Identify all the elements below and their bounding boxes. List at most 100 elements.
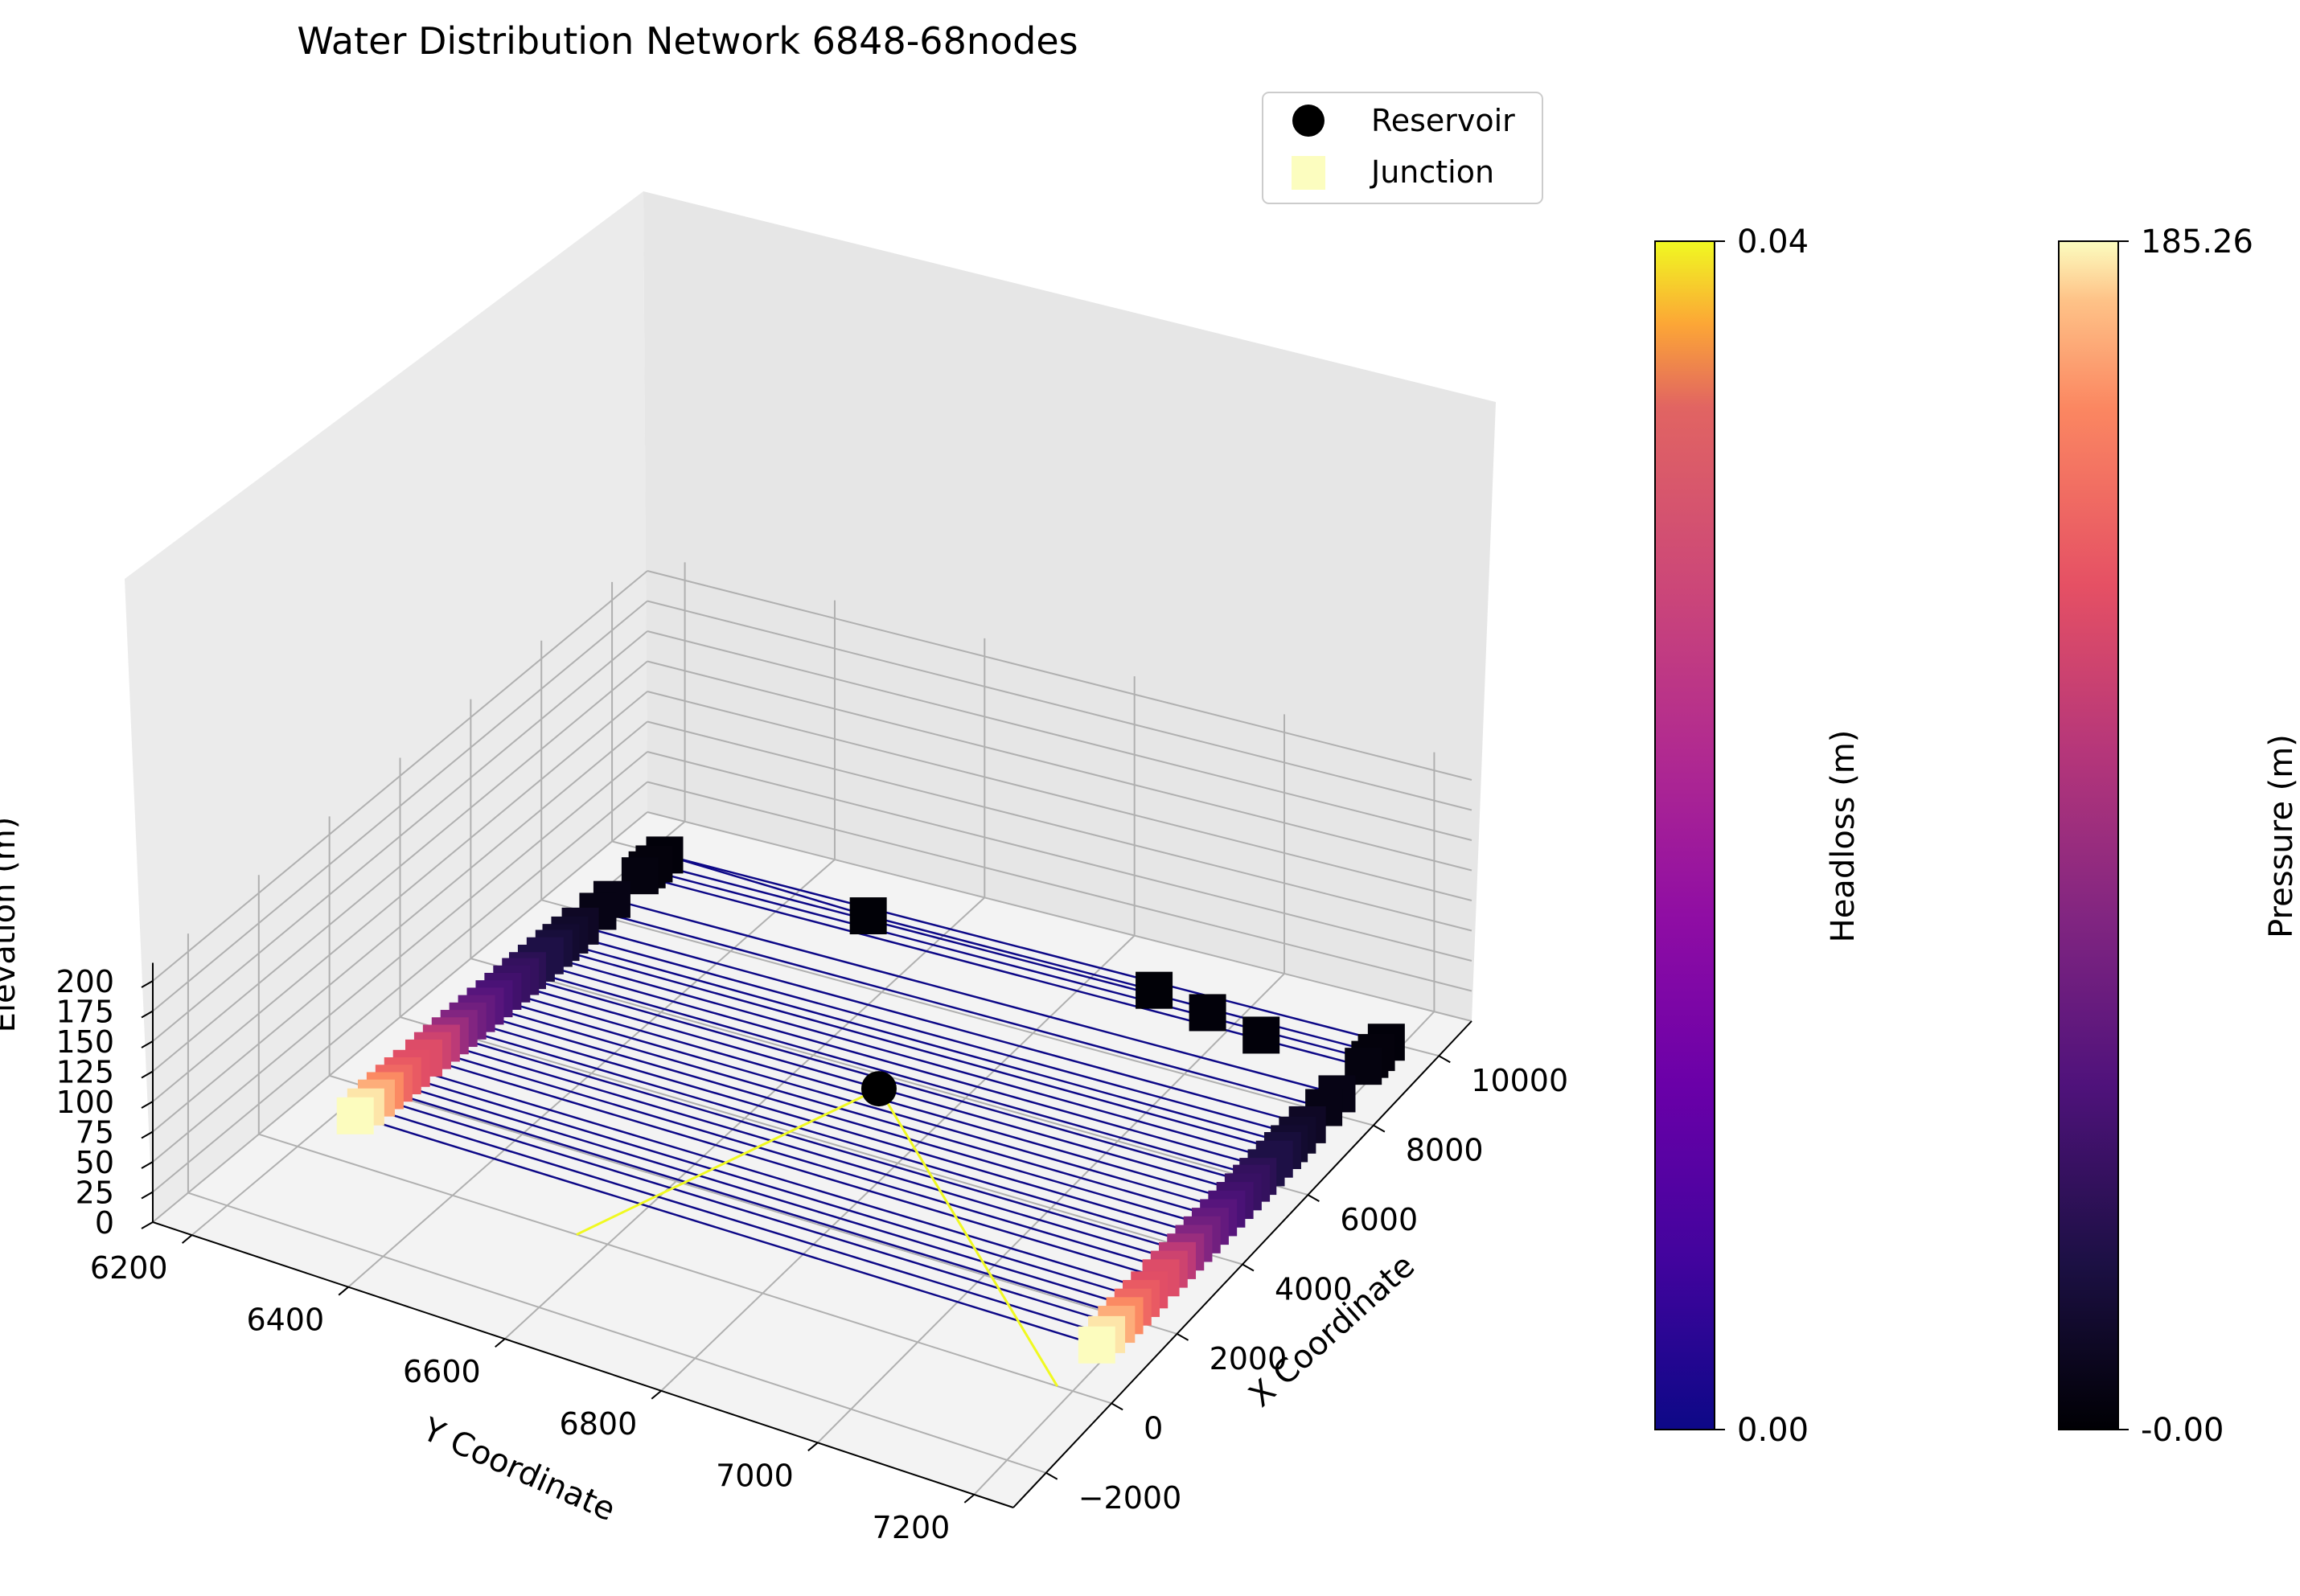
wall-grid-z-right (647, 751, 1472, 962)
pipe (432, 1049, 1170, 1270)
reservoir-marker (860, 1071, 897, 1107)
pipe (384, 1089, 1125, 1317)
wall-grid-z-right (647, 630, 1472, 841)
pipe (868, 914, 1155, 991)
pipe (441, 1042, 1178, 1262)
grid-lines (152, 562, 1472, 1495)
pipe (450, 1035, 1186, 1253)
z-tick-mark (141, 1010, 154, 1019)
x-tick-mark (1373, 1124, 1386, 1133)
legend-reservoir-marker (1292, 105, 1325, 137)
z-tick-label: 200 (55, 964, 114, 999)
floor-grid-x (258, 1133, 1112, 1405)
z-tick-mark (141, 1040, 154, 1048)
x-tick-mark (1045, 1471, 1058, 1480)
pipe (664, 854, 869, 917)
back-pane-right (643, 191, 1496, 1021)
pipe (527, 969, 1259, 1178)
pipe (569, 933, 1298, 1136)
pipe (485, 1005, 1219, 1219)
floor-grid-x (540, 899, 1374, 1126)
z-tick-label: 100 (55, 1085, 114, 1120)
wall-grid-z-right (647, 600, 1472, 811)
wall-grid-z-right (647, 660, 1472, 872)
floor-grid-y (660, 934, 1136, 1392)
headloss-max-label: 0.04 (1737, 224, 1809, 261)
legend-junction-marker (1292, 156, 1325, 190)
pipe (423, 1056, 1161, 1279)
x-tick-label: 0 (1144, 1410, 1163, 1446)
pipe (376, 1097, 1117, 1326)
floor-grid-y (817, 973, 1285, 1444)
x-tick-label: 8000 (1406, 1133, 1484, 1168)
wall-grid-z-right (647, 570, 1472, 781)
pressure-colorbar: 185.26 -0.00 Pressure (m) (2058, 224, 2300, 1449)
z-tick-mark (141, 1130, 154, 1139)
wall-grid-z-right (647, 811, 1472, 1022)
pipe (476, 1012, 1211, 1228)
pressure-colorbar-fill (2058, 240, 2119, 1430)
pipe (536, 962, 1267, 1169)
legend-box (1262, 92, 1543, 204)
reservoir-links (576, 1087, 1058, 1387)
y-tick-label: 6600 (403, 1354, 481, 1389)
z-tick-label: 125 (55, 1055, 114, 1090)
floor-grid-x (400, 1016, 1243, 1266)
wall-grid-z-right (647, 781, 1472, 992)
back-pane-left (125, 191, 647, 1222)
reservoir-link (576, 1087, 880, 1236)
x-tick-label: 10000 (1471, 1063, 1568, 1098)
y-tick-mark (807, 1442, 819, 1452)
y-tick-label: 6400 (246, 1303, 324, 1338)
x-tick-mark (1438, 1055, 1451, 1064)
junction-marker (1189, 994, 1226, 1032)
y-tick-mark (181, 1234, 193, 1244)
z-tick-label: 75 (76, 1115, 114, 1151)
wall-grid-z-right (647, 691, 1472, 901)
y-tick-label: 7200 (873, 1510, 951, 1545)
headloss-colorbar: 0.04 0.00 Headloss (m) (1654, 224, 1862, 1449)
pipe (611, 898, 1337, 1095)
reservoir-link (877, 1088, 1058, 1387)
pipe (467, 1020, 1203, 1237)
x-tick-label: 6000 (1340, 1202, 1418, 1237)
z-tick-label: 150 (55, 1024, 114, 1060)
x-tick-mark (1307, 1194, 1320, 1202)
y-tick-label: 6200 (90, 1250, 168, 1286)
pipe (393, 1082, 1134, 1308)
x-tick-mark (1242, 1263, 1255, 1272)
x-tick-mark (1177, 1333, 1189, 1341)
y-axis-line (152, 1221, 1014, 1508)
pipe (561, 941, 1290, 1145)
pressure-min-label: -0.00 (2141, 1412, 2224, 1449)
pipe (580, 925, 1308, 1126)
headloss-colorbar-fill (1654, 240, 1715, 1430)
junction-marker (1242, 1016, 1280, 1054)
z-tick-mark (141, 1221, 154, 1229)
floor-grid-y (504, 896, 985, 1340)
y-tick-mark (495, 1338, 506, 1348)
z-tick-mark (141, 1070, 154, 1079)
pipe (664, 854, 1387, 1044)
pipe (598, 910, 1325, 1109)
z-tick-label: 175 (55, 995, 114, 1030)
y-tick-mark (963, 1494, 975, 1504)
pipe (553, 947, 1283, 1152)
pipe (544, 954, 1275, 1160)
z-axis-label: Elevation (m) (0, 817, 23, 1033)
y-tick-label: 6800 (560, 1406, 638, 1442)
legend-reservoir-label: Reservoir (1371, 103, 1515, 138)
headloss-min-label: 0.00 (1737, 1412, 1809, 1449)
pipe (402, 1074, 1142, 1300)
y-tick-mark (338, 1286, 349, 1296)
legend: Reservoir Junction (1262, 92, 1543, 204)
z-tick-label: 50 (76, 1145, 114, 1180)
wall-grid-z-right (647, 720, 1472, 932)
pressure-max-label: 185.26 (2141, 224, 2253, 261)
junction-marker (1136, 971, 1173, 1009)
z-tick-label: 25 (76, 1175, 114, 1211)
chart-title: Water Distribution Network 6848-68nodes (297, 19, 1078, 63)
legend-junction-label: Junction (1370, 154, 1494, 190)
